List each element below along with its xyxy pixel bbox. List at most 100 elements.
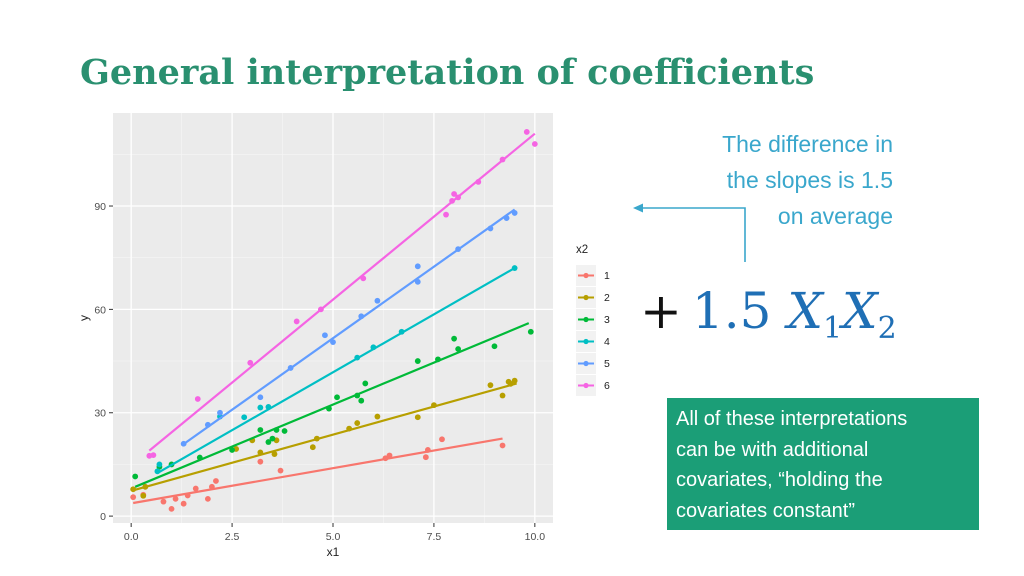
data-point: [527, 328, 534, 335]
legend-label: 4: [604, 336, 610, 348]
data-point: [354, 420, 361, 426]
data-point: [443, 211, 449, 218]
data-point: [160, 498, 167, 505]
data-point: [414, 358, 421, 364]
data-point: [523, 129, 530, 135]
fit-line: [134, 322, 530, 488]
x-tick-label: 2.5: [225, 531, 240, 543]
data-point: [172, 495, 179, 502]
callout-line: The difference in: [722, 131, 893, 157]
data-point: [130, 494, 137, 501]
series-5: [180, 208, 518, 447]
data-point: [386, 452, 393, 459]
data-point: [271, 451, 278, 457]
data-point: [257, 458, 264, 465]
data-point: [322, 332, 328, 339]
data-point: [362, 380, 369, 387]
x-tick-label: 10.0: [525, 531, 546, 543]
data-point: [192, 485, 199, 492]
data-point: [140, 492, 147, 499]
legend-label: 2: [604, 292, 610, 304]
data-point: [247, 359, 254, 366]
data-point: [531, 141, 538, 147]
data-point: [241, 414, 248, 421]
legend-title: x2: [576, 244, 588, 256]
formula-sub-2: 2: [877, 311, 897, 346]
data-point: [487, 382, 494, 389]
y-tick-label: 0: [100, 511, 106, 523]
formula-plus: +: [640, 282, 682, 340]
data-point: [204, 495, 211, 502]
note-line: can be with additional: [676, 438, 869, 461]
slide-title: General interpretation of coefficients: [80, 52, 815, 93]
x-tick-label: 0.0: [124, 531, 139, 543]
x-tick-label: 7.5: [427, 531, 442, 543]
legend-point: [583, 294, 589, 301]
legend-point: [583, 272, 589, 279]
formula-var-x1: X: [787, 282, 823, 340]
data-point: [374, 297, 381, 304]
callout-line: on average: [777, 203, 893, 229]
legend-point: [583, 360, 589, 367]
formula-var-x2: X: [842, 282, 878, 340]
y-axis-label: y: [77, 315, 91, 321]
data-point: [156, 461, 163, 468]
data-point: [358, 397, 365, 404]
data-point: [293, 318, 300, 325]
data-point: [194, 396, 201, 402]
series-3: [132, 322, 534, 488]
data-point: [499, 442, 506, 449]
legend-label: 6: [604, 380, 610, 392]
data-point: [491, 343, 498, 350]
formula-sub-1: 1: [822, 311, 843, 346]
fit-line: [148, 132, 536, 452]
data-point: [422, 454, 429, 461]
data-point: [439, 436, 445, 443]
note-line: covariates constant”: [676, 499, 855, 522]
data-point: [334, 394, 340, 401]
note-line: All of these interpretations: [676, 408, 908, 430]
data-point: [168, 505, 175, 512]
data-point: [132, 473, 139, 480]
series-4: [154, 265, 518, 475]
fit-line: [132, 382, 517, 492]
series-6: [146, 129, 538, 459]
data-point: [277, 467, 284, 474]
fit-line: [156, 267, 516, 474]
data-point: [414, 263, 421, 270]
formula-coefficient: 1.5: [691, 282, 772, 340]
y-tick-label: 60: [94, 304, 106, 316]
y-tick-label: 90: [94, 201, 106, 213]
data-point: [455, 346, 462, 352]
legend-point: [583, 382, 589, 389]
interaction-formula: +1.5 X1X2: [640, 282, 897, 346]
callout-line: the slopes is 1.5: [726, 167, 893, 193]
arrow-head-icon: [633, 203, 643, 213]
fit-line: [132, 437, 503, 505]
data-point: [451, 191, 458, 197]
legend-label: 3: [604, 314, 610, 326]
legend-point: [583, 316, 589, 323]
x-axis-label: x1: [327, 545, 340, 559]
data-point: [269, 435, 276, 442]
covariates-note-box: All of these interpretations can be with…: [667, 398, 979, 530]
x-tick-label: 5.0: [326, 531, 341, 543]
legend-label: 1: [604, 270, 610, 282]
callout-arrow: [640, 207, 746, 262]
data-point: [265, 439, 272, 445]
legend-point: [583, 338, 589, 345]
legend-label: 5: [604, 358, 610, 370]
y-tick-label: 30: [94, 408, 106, 420]
data-point: [330, 339, 336, 346]
note-line: covariates, “holding the: [676, 469, 883, 491]
data-point: [213, 478, 219, 484]
data-point: [374, 413, 381, 420]
data-point: [309, 444, 316, 451]
data-point: [281, 428, 288, 434]
slope-callout: The difference in the slopes is 1.5 on a…: [640, 126, 893, 234]
data-point: [257, 394, 264, 401]
data-point: [150, 452, 157, 459]
data-point: [180, 500, 187, 507]
fit-line: [180, 208, 516, 447]
